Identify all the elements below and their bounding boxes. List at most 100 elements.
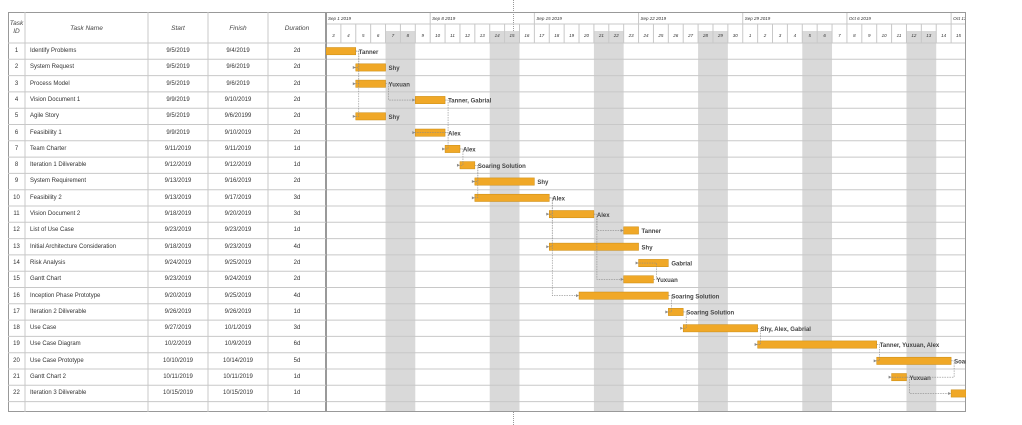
day-label: 1 xyxy=(749,33,752,38)
table-row[interactable]: 8 Iteration 1 Diliverable 9/12/2019 9/12/20… xyxy=(8,157,326,173)
dependency-arrow-icon xyxy=(471,180,475,184)
table-row[interactable]: 4 Vision Document 1 9/9/2019 9/10/2019 2d xyxy=(8,92,326,108)
task-bar[interactable] xyxy=(638,259,669,267)
dependency-arrow-icon xyxy=(873,359,877,363)
day-label: 11 xyxy=(450,33,455,38)
task-finish-cell: 10/9/2019 xyxy=(224,341,252,348)
dependency-arrow-icon xyxy=(754,343,758,347)
task-name-cell: Agile Story xyxy=(30,113,60,120)
resource-label: Shy xyxy=(389,115,401,121)
table-row[interactable]: 14 Risk Analysis 9/24/2019 9/25/2019 2d xyxy=(8,255,326,271)
task-start-cell: 9/20/2019 xyxy=(164,292,192,299)
task-duration-cell: 1d xyxy=(293,145,301,152)
table-row[interactable]: 19 Use Case Diagram 10/2/2019 10/9/2019 6d xyxy=(8,336,326,352)
table-row[interactable]: 18 Use Case 9/27/2019 10/1/2019 3d xyxy=(8,320,326,336)
task-start-cell: 9/12/2019 xyxy=(164,162,192,169)
task-duration-cell: 2d xyxy=(293,113,301,120)
table-row[interactable]: 7 Team Charter 9/11/2019 9/11/2019 1d xyxy=(8,141,326,157)
table-row[interactable]: 16 Inception Phase Prototype 9/20/2019 9/25… xyxy=(8,288,326,304)
task-bar[interactable] xyxy=(415,96,446,104)
task-duration-cell: 3d xyxy=(293,211,301,217)
task-bar[interactable] xyxy=(549,242,639,251)
dependency-link xyxy=(889,360,955,378)
task-id-cell: 16 xyxy=(13,292,20,299)
day-label: 26 xyxy=(672,33,679,38)
task-bar[interactable] xyxy=(623,275,654,284)
task-name-cell: Initial Architecture Consideration xyxy=(30,243,117,250)
resource-label: Tanner xyxy=(359,50,379,56)
table-row[interactable]: 22 Iteration 3 Diliverable 10/15/2019 10/15… xyxy=(8,385,326,401)
task-duration-cell: 4d xyxy=(293,243,301,250)
task-bar[interactable] xyxy=(325,47,357,56)
table-row[interactable]: 20 Use Case Prototype 10/10/2019 10/14/2019… xyxy=(8,353,326,369)
task-bar[interactable] xyxy=(578,291,669,300)
task-start-cell: 9/11/2019 xyxy=(164,145,192,152)
table-row[interactable]: 6 Feasibility 1 9/9/2019 9/10/2019 2d xyxy=(8,125,326,141)
task-bar[interactable] xyxy=(474,177,535,186)
task-start-cell: 9/5/2019 xyxy=(166,113,190,120)
task-bar[interactable] xyxy=(549,210,595,219)
task-id-cell: 13 xyxy=(13,243,20,250)
day-label: 15 xyxy=(510,33,516,38)
resource-label: Alex xyxy=(463,148,476,154)
column-header-duration: Duration xyxy=(284,25,310,32)
table-row[interactable]: 3 Process Model 9/5/2019 9/6/2019 2d xyxy=(8,76,326,92)
task-name-cell: Feasibility 1 xyxy=(30,129,62,136)
resource-label: Gabrial xyxy=(671,262,692,268)
task-duration-cell: 4d xyxy=(293,292,301,299)
dependency-link xyxy=(385,83,414,101)
table-row[interactable]: 11 Vision Document 2 9/18/2019 9/20/2019 3d xyxy=(8,206,326,222)
task-finish-cell: 10/15/2019 xyxy=(222,390,254,397)
table-row[interactable]: 13 Initial Architecture Consideration 9/18… xyxy=(8,239,326,255)
table-row[interactable]: 10 Feasibility 2 9/13/2019 9/17/2019 3d xyxy=(8,190,326,206)
task-bar[interactable] xyxy=(757,340,877,349)
task-start-cell: 10/11/2019 xyxy=(163,374,193,380)
task-bar[interactable] xyxy=(355,63,386,72)
task-start-cell: 9/23/2019 xyxy=(164,227,192,234)
resource-label: Shy xyxy=(389,66,401,72)
day-label: 4 xyxy=(347,33,350,38)
task-id-cell: 9 xyxy=(14,178,19,185)
weekend-shade xyxy=(802,31,833,412)
table-row[interactable]: 17 Iteration 2 Diliverable 9/26/2019 9/26/2… xyxy=(8,304,326,320)
task-duration-cell: 2d xyxy=(293,259,301,266)
task-id-cell: 22 xyxy=(13,390,20,397)
day-label: 9 xyxy=(421,33,424,38)
dependency-arrow-icon xyxy=(680,326,684,330)
table-row[interactable]: 21 Gantt Chart 2 10/11/2019 10/11/2019 1d xyxy=(8,369,326,385)
table-row[interactable]: 2 System Request 9/5/2019 9/6/2019 2d xyxy=(8,59,326,75)
weekend-shade xyxy=(593,31,624,412)
task-bar[interactable] xyxy=(682,324,758,333)
table-row[interactable]: 12 List of Use Case 9/23/2019 9/23/2019 1d xyxy=(8,222,326,238)
column-header-finish: Finish xyxy=(229,25,247,32)
task-id-cell: 21 xyxy=(13,374,20,380)
table-row[interactable]: 15 Gantt Chart 9/23/2019 9/24/2019 2d xyxy=(8,271,326,287)
task-name-cell: Team Charter xyxy=(30,145,67,152)
task-start-cell: 9/5/2019 xyxy=(166,64,190,71)
resource-label: Shy xyxy=(537,180,549,186)
task-id-cell: 15 xyxy=(13,276,20,283)
week-label: Oct 13 2019 xyxy=(953,16,966,21)
task-bar[interactable] xyxy=(474,193,550,202)
weekend-shade xyxy=(489,31,520,412)
table-row[interactable]: 5 Agile Story 9/5/2019 9/6/20199 2d xyxy=(8,108,326,124)
task-bar[interactable] xyxy=(355,79,386,88)
day-label: 28 xyxy=(702,33,709,38)
task-bar[interactable] xyxy=(355,112,386,121)
task-finish-cell: 10/11/2019 xyxy=(223,374,253,380)
day-label: 29 xyxy=(717,33,724,38)
task-finish-cell: 10/14/2019 xyxy=(222,357,254,364)
task-finish-cell: 9/10/2019 xyxy=(224,129,252,136)
dependency-link xyxy=(874,344,880,362)
gantt-chart-canvas: 3 4 5 6 7 8 9 10 11 12 13 14 15 16 17 18 19 20 21 22 23 24 25 2… xyxy=(325,12,1017,412)
table-row[interactable]: 1 Identify Problems 9/5/2019 9/4/2019 2d xyxy=(8,43,326,59)
resource-label: Alex xyxy=(597,213,610,219)
task-start-cell: 9/9/2019 xyxy=(166,129,190,136)
task-bar[interactable] xyxy=(891,373,907,382)
task-bar[interactable] xyxy=(623,226,639,235)
table-row[interactable]: 9 System Requirement 9/13/2019 9/16/2019 2d xyxy=(8,173,326,189)
task-bar[interactable] xyxy=(876,356,952,365)
task-bar[interactable] xyxy=(950,389,967,398)
day-label: 17 xyxy=(539,33,545,38)
day-label: 10 xyxy=(882,33,888,38)
